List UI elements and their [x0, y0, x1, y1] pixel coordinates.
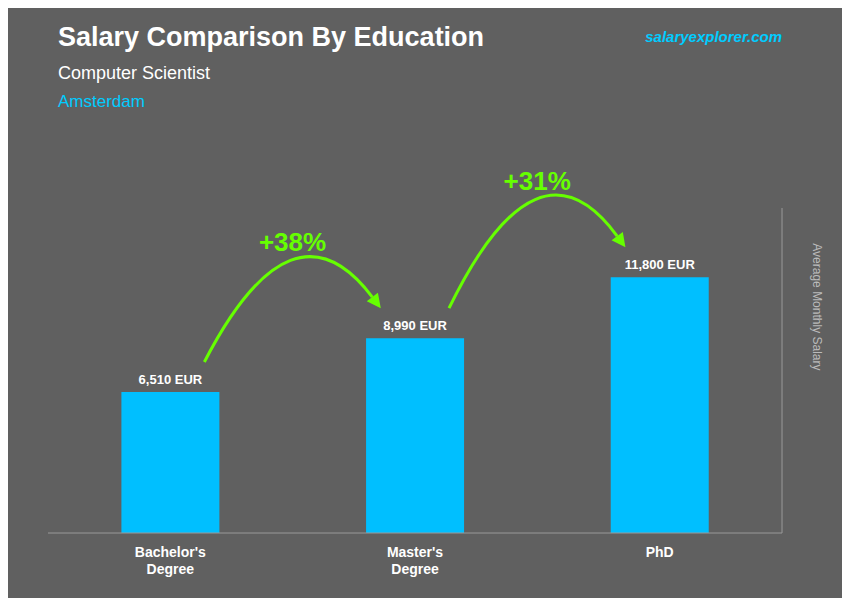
svg-text:Master'sDegree: Master'sDegree [387, 544, 443, 577]
html-text:Salary Comparison By Education: Salary Comparison By Education [58, 22, 485, 52]
svg-text:Average Monthly Salary: Average Monthly Salary [810, 243, 824, 370]
svg-text:Bachelor'sDegree: Bachelor'sDegree [135, 544, 206, 577]
svg-text:6,510 EUR: 6,510 EUR [139, 372, 203, 387]
svg-text:8,990 EUR: 8,990 EUR [383, 318, 447, 333]
svg-text:+31%: +31% [504, 166, 571, 196]
svg-text:PhD: PhD [646, 544, 674, 560]
svg-text:+38%: +38% [259, 227, 326, 257]
html-text:salaryexplorer.com: salaryexplorer.com [645, 28, 782, 45]
svg-text:11,800 EUR: 11,800 EUR [625, 257, 696, 272]
html-text:Computer Scientist: Computer Scientist [58, 63, 211, 83]
html-text:Amsterdam: Amsterdam [58, 92, 145, 111]
